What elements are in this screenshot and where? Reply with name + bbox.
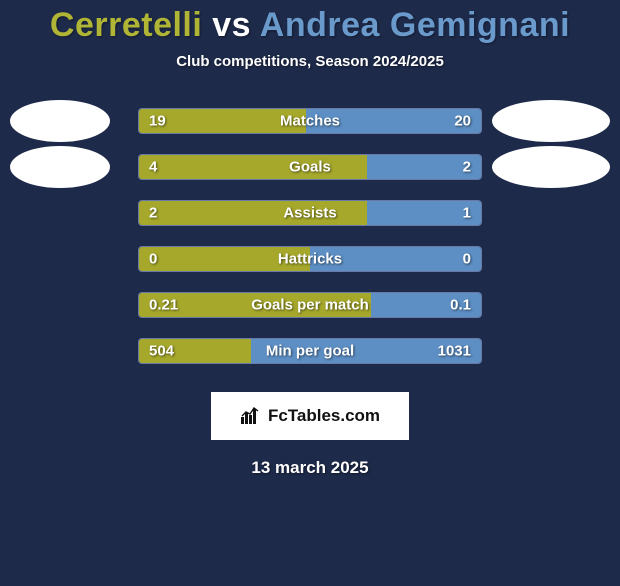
stat-bar-track: 0 0 Hattricks [138, 246, 482, 272]
title-vs: vs [202, 6, 259, 44]
brand-text: FcTables.com [268, 406, 380, 426]
stat-value-right: 20 [454, 113, 471, 130]
player-photo-right [492, 100, 610, 142]
stat-bar-left [139, 155, 367, 179]
title-left: Cerretelli [50, 6, 202, 44]
title-right: Andrea Gemignani [260, 6, 570, 44]
stat-value-left: 504 [149, 343, 174, 360]
stat-bar-track: 4 2 Goals [138, 154, 482, 180]
stat-value-right: 1031 [438, 343, 471, 360]
stat-label: Assists [283, 205, 336, 222]
stat-value-right: 2 [463, 159, 471, 176]
stat-row: 19 20 Matches [0, 98, 620, 144]
stat-value-right: 1 [463, 205, 471, 222]
stat-row: 4 2 Goals [0, 144, 620, 190]
player-photo-left [10, 100, 110, 142]
date-text: 13 march 2025 [0, 458, 620, 478]
stat-value-left: 0 [149, 251, 157, 268]
stat-row: 2 1 Assists [0, 190, 620, 236]
page-title: Cerretelli vs Andrea Gemignani [0, 6, 620, 45]
stat-value-left: 4 [149, 159, 157, 176]
stat-value-left: 2 [149, 205, 157, 222]
stat-bar-track: 0.21 0.1 Goals per match [138, 292, 482, 318]
stat-label: Min per goal [266, 343, 354, 360]
player-photo-left [10, 146, 110, 188]
stat-bar-track: 504 1031 Min per goal [138, 338, 482, 364]
stat-value-right: 0.1 [450, 297, 471, 314]
stat-row: 0 0 Hattricks [0, 236, 620, 282]
stat-value-right: 0 [463, 251, 471, 268]
stat-label: Goals [289, 159, 331, 176]
comparison-chart: 19 20 Matches 4 2 Goals 2 1 Assists 0 0 Hattricks 0.… [0, 98, 620, 374]
stat-value-left: 0.21 [149, 297, 178, 314]
stat-value-left: 19 [149, 113, 166, 130]
player-photo-right [492, 146, 610, 188]
stat-row: 0.21 0.1 Goals per match [0, 282, 620, 328]
stat-label: Matches [280, 113, 340, 130]
stat-label: Goals per match [251, 297, 369, 314]
stat-bar-track: 2 1 Assists [138, 200, 482, 226]
subtitle: Club competitions, Season 2024/2025 [0, 53, 620, 70]
stat-bar-track: 19 20 Matches [138, 108, 482, 134]
brand-badge: FcTables.com [211, 392, 409, 440]
stat-label: Hattricks [278, 251, 342, 268]
brand-bars-icon [240, 407, 262, 425]
stat-row: 504 1031 Min per goal [0, 328, 620, 374]
